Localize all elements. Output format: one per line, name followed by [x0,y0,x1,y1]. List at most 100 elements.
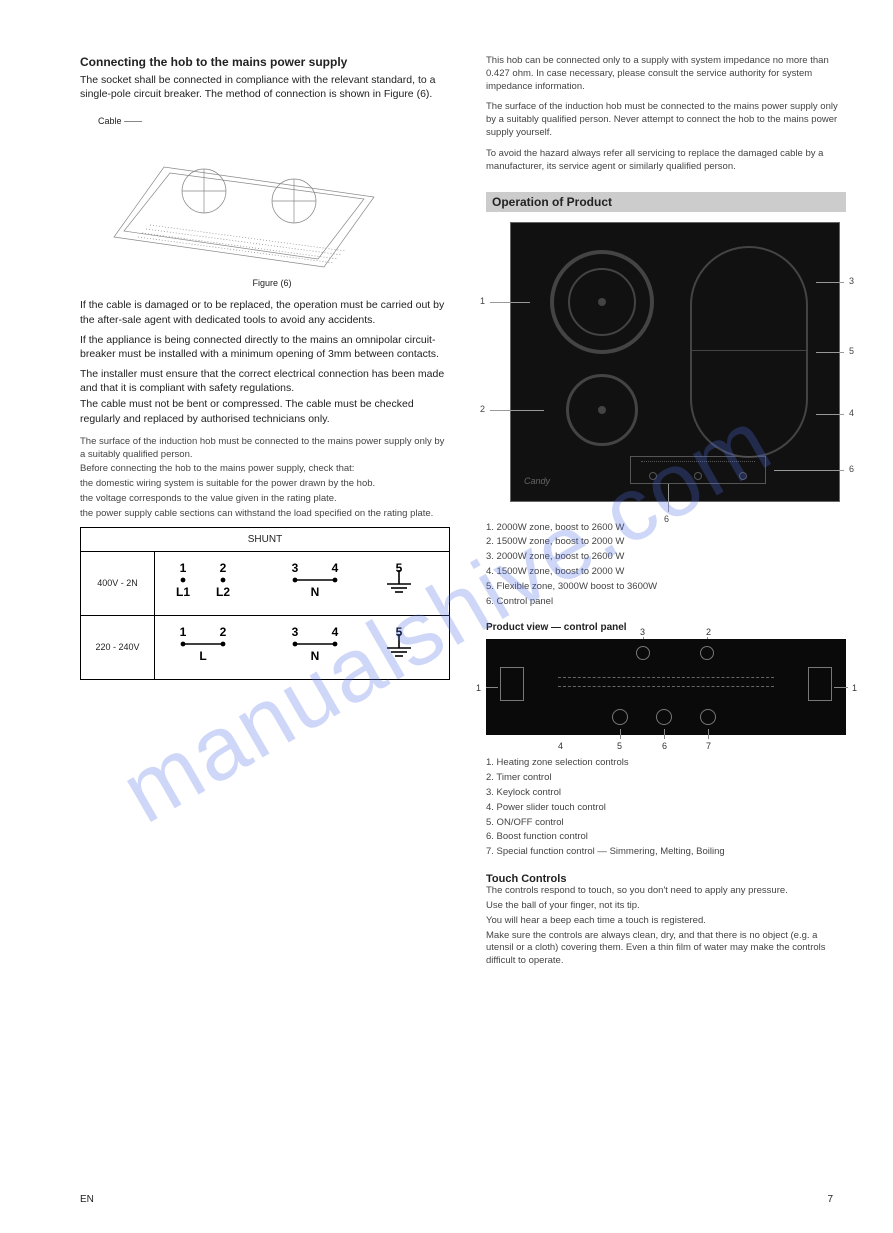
cable-label: Cable [98,116,122,126]
cp-lead-1l [486,687,498,688]
shunt-title: SHUNT [81,527,450,551]
wiring-220: 12 345 LN [155,615,450,679]
legend-4: 4. 1500W zone, boost to 2000 W [486,566,846,579]
cp-num-4: 4 [558,741,563,751]
timer-icon [700,646,714,660]
zone-2-dot [598,406,606,414]
section-operation: Operation of Product [486,192,846,212]
cp-leg-2: 2. Timer control [486,772,846,785]
right-warn2: To avoid the hazard always refer all ser… [486,148,846,174]
wiring-400: 12 345 L1L2N [155,551,450,615]
cp-leg-3: 3. Keylock control [486,787,846,800]
touch-b3: You will hear a beep each time a touch i… [486,915,846,928]
panel-title: Product view — control panel [486,622,846,633]
cp-leg-7: 7. Special function control — Simmering,… [486,846,846,859]
cp-lead-7 [708,729,709,739]
note-c: the domestic wiring system is suitable f… [80,478,450,491]
leader-3 [816,282,844,283]
cp-num-3: 3 [640,627,645,637]
boost-icon [656,709,672,725]
svg-text:4: 4 [332,625,339,639]
leader-5 [816,352,844,353]
note-a: The surface of the induction hob must be… [80,436,450,462]
cp-num-1l: 1 [476,683,481,693]
cp-lead-6 [664,729,665,739]
cp-num-5: 5 [617,741,622,751]
svg-text:4: 4 [332,561,339,575]
columns: Connecting the hob to the mains power su… [80,55,833,970]
touch-b2: Use the ball of your finger, not its tip… [486,900,846,913]
cp-leg-5: 5. ON/OFF control [486,817,846,830]
hob-label-6b: 6 [664,514,669,524]
zone-select-left [500,667,524,701]
legend-3: 3. 2000W zone, boost to 2600 W [486,551,846,564]
table-row: 220 - 240V 12 345 LN [81,615,450,679]
hob-label-4: 4 [849,408,854,418]
leader-2 [490,410,544,411]
cp-lead-1r [834,687,848,688]
leader-4 [816,414,844,415]
hob-figure-wrap: Candy 1 2 3 5 4 6 6 [486,222,846,522]
voltage-220: 220 - 240V [81,615,155,679]
cp-leg-6: 6. Boost function control [486,831,846,844]
svg-text:3: 3 [292,625,299,639]
left-p4: The installer must ensure that the corre… [80,367,450,395]
left-p1: The socket shall be connected in complia… [80,73,450,101]
hob-top-view: Candy [510,222,840,502]
svg-text:3: 3 [292,561,299,575]
svg-text:2: 2 [220,625,227,639]
mini-buttons [631,472,765,480]
hob-underside-drawing [94,127,450,280]
svg-text:L1: L1 [176,585,190,599]
cp-leg-4: 4. Power slider touch control [486,802,846,815]
cable-leader-line [124,121,142,122]
cp-legend: 1. Heating zone selection controls 2. Ti… [486,757,846,859]
page-number: 7 [827,1194,833,1205]
leader-1 [490,302,530,303]
page-lang: EN [80,1194,94,1205]
legend-5: 5. Flexible zone, 3000W boost to 3600W [486,581,846,594]
special-icon [700,709,716,725]
leader-6b [668,484,669,512]
voltage-400: 400V - 2N [81,551,155,615]
svg-text:2: 2 [220,561,227,575]
shunt-table: SHUNT 400V - 2N 12 345 L1L2N [80,527,450,680]
leader-6r [774,470,844,471]
left-column: Connecting the hob to the mains power su… [80,55,450,970]
svg-text:N: N [311,649,320,663]
note-e: the power supply cable sections can with… [80,508,450,521]
zone-select-right [808,667,832,701]
cp-num-1r: 1 [852,683,857,693]
touch-b4: Make sure the controls are always clean,… [486,930,846,968]
note-b: Before connecting the hob to the mains p… [80,463,450,476]
onoff-icon [612,709,628,725]
right-warn1: The surface of the induction hob must be… [486,101,846,139]
control-panel-mini [630,456,766,484]
hob-label-2: 2 [480,404,485,414]
flexi-zone [690,246,808,458]
touch-b1: The controls respond to touch, so you do… [486,885,846,898]
page: Connecting the hob to the mains power su… [0,0,893,1233]
left-p3: If the appliance is being connected dire… [80,333,450,361]
zone-1-dot [598,298,606,306]
hob-label-5: 5 [849,346,854,356]
power-slider [558,677,774,687]
control-panel-wrap: 3 2 1 1 4 5 [486,639,846,735]
table-row: 400V - 2N 12 345 L1L2N [81,551,450,615]
cp-lead-5 [620,729,621,739]
left-p5: The cable must not be bent or compressed… [80,397,450,425]
cp-num-2: 2 [706,627,711,637]
legend-6: 6. Control panel [486,596,846,609]
svg-text:1: 1 [180,625,187,639]
svg-text:1: 1 [180,561,187,575]
legend-2: 2. 1500W zone, boost to 2000 W [486,536,846,549]
svg-text:L2: L2 [216,585,230,599]
cable-diagram: Cable [94,115,450,288]
keylock-icon [636,646,650,660]
hob-label-3: 3 [849,276,854,286]
cp-num-6: 6 [662,741,667,751]
left-p2: If the cable is damaged or to be replace… [80,298,450,326]
control-panel [486,639,846,735]
svg-text:N: N [311,585,320,599]
hob-label-1: 1 [480,296,485,306]
